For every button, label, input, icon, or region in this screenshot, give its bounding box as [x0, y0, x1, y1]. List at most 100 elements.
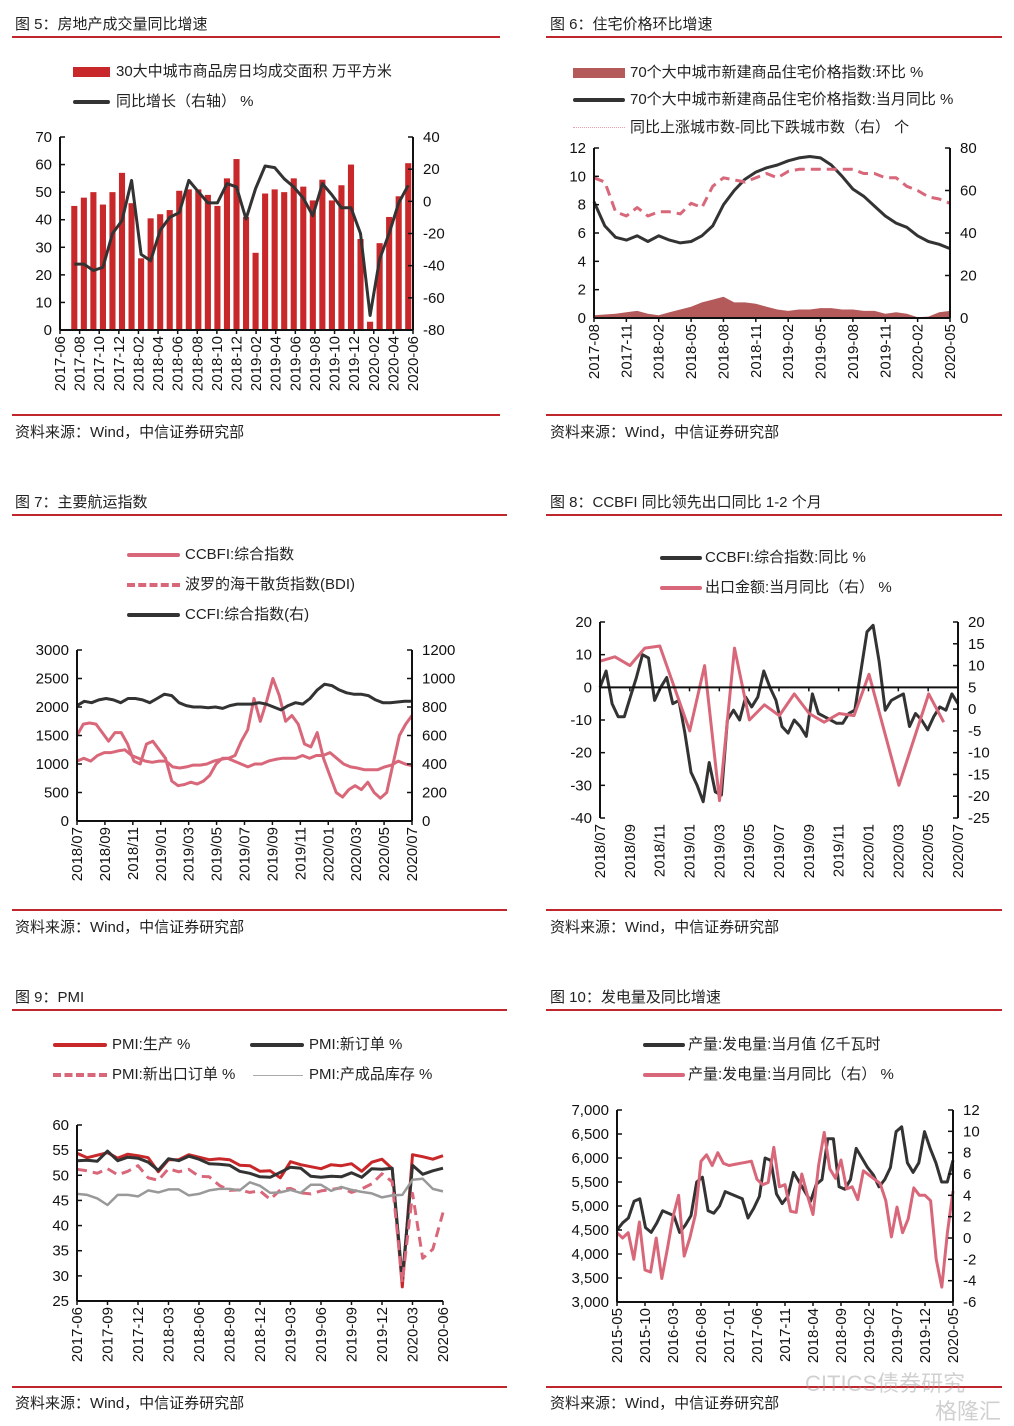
- figure-5-title: 图 5：房地产成交量同比增速: [15, 16, 208, 33]
- bar: [271, 189, 278, 330]
- x-tick-label: 2020-05: [945, 1308, 962, 1363]
- y-tick-label-left: 60: [52, 1117, 69, 1134]
- x-tick-label: 2019/03: [711, 824, 728, 878]
- figure-8-title: 图 8：CCBFI 同比领先出口同比 1-2 个月: [550, 494, 822, 511]
- x-tick-label: 2016-03: [665, 1308, 682, 1363]
- x-tick-label: 2017-08: [586, 324, 603, 379]
- x-tick-label: 2018-06: [170, 336, 187, 391]
- legend-label: 70个大中城市新建商品住宅价格指数:当月同比 %: [630, 91, 954, 108]
- y-tick-label-right: -60: [423, 290, 445, 307]
- watermark-gelonghui: 格隆汇: [935, 1399, 1002, 1424]
- title-rule: [12, 514, 507, 516]
- y-tick-label-left: 4,000: [571, 1246, 609, 1263]
- x-tick-label: 2020/01: [861, 824, 878, 878]
- y-tick-label-right: 400: [422, 756, 447, 773]
- chart-10: 3,000 3,500 4,000 4,500 5,000 5,500 6,000 6,500…: [571, 1102, 979, 1363]
- x-tick-label: 2019-12: [374, 1307, 391, 1362]
- x-tick-label: 2018-12: [229, 336, 246, 391]
- x-tick-label: 2018-09: [833, 1308, 850, 1363]
- y-tick-label-left: 55: [52, 1142, 69, 1159]
- y-tick-label-right: 2: [963, 1209, 971, 1226]
- x-tick-label: 2019-06: [313, 1307, 330, 1362]
- y-tick-label-left: 6,000: [571, 1150, 609, 1167]
- legend-label: 同比上涨城市数-同比下跌城市数（右） 个: [630, 119, 910, 136]
- y-tick-label-right: -5: [968, 723, 981, 740]
- y-tick-label-left: 3,500: [571, 1270, 609, 1287]
- chart-6: 0 2 4 6 8 10 12 0 20 40 60 80 2017-08 2017-11 2018-02 2…: [569, 140, 976, 379]
- y-tick-label-right: -4: [963, 1273, 976, 1290]
- y-tick-label-left: 70: [35, 129, 52, 146]
- legend-swatch-line: [573, 98, 625, 102]
- x-tick-label: 2017-06: [749, 1308, 766, 1363]
- x-tick-label: 2020-04: [385, 336, 402, 391]
- series-line-1: [615, 1130, 955, 1289]
- figure-7-source: 资料来源：Wind，中信证券研究部: [15, 919, 245, 936]
- bar: [395, 196, 402, 330]
- y-tick-label-right: -25: [968, 810, 990, 827]
- y-tick-label-right: 20: [960, 268, 977, 285]
- y-tick-label-left: 0: [584, 679, 592, 696]
- x-tick-label: 2020/01: [320, 827, 337, 881]
- y-tick-label-right: -20: [968, 788, 990, 805]
- x-tick-label: 2020/05: [376, 827, 393, 881]
- bar: [233, 159, 240, 330]
- bar: [138, 258, 145, 330]
- x-tick-label: 2018-08: [715, 324, 732, 379]
- bar: [185, 189, 192, 330]
- x-tick-label: 2020/07: [404, 827, 421, 881]
- x-tick-label: 2020-05: [942, 324, 959, 379]
- y-tick-label-right: -15: [968, 766, 990, 783]
- x-tick-label: 2018/11: [652, 824, 669, 877]
- y-tick-label-right: 0: [968, 701, 976, 718]
- y-tick-label-right: -40: [423, 258, 445, 275]
- y-tick-label-left: 6,500: [571, 1126, 609, 1143]
- x-tick-label: 2017-12: [130, 1307, 147, 1362]
- bar: [300, 186, 307, 330]
- legend-label: CCBFI:综合指数:同比 %: [705, 549, 866, 566]
- y-tick-label-left: 7,000: [571, 1102, 609, 1119]
- source-rule: [12, 1386, 507, 1388]
- y-tick-label-right: 4: [963, 1187, 971, 1204]
- y-tick-label-left: 40: [52, 1218, 69, 1235]
- bar: [71, 205, 78, 330]
- series-line-1: [592, 155, 951, 250]
- x-tick-label: 2018-05: [683, 324, 700, 379]
- x-tick-label: 2020-02: [910, 324, 927, 379]
- x-tick-label: 2018-11: [748, 324, 765, 378]
- legend-label: PMI:产成品库存 %: [309, 1066, 433, 1083]
- x-tick-label: 2019-07: [889, 1308, 906, 1363]
- x-tick-label: 2017-01: [721, 1308, 738, 1363]
- y-tick-label-left: 1500: [36, 728, 69, 745]
- x-tick-label: 2018/09: [622, 824, 639, 878]
- y-tick-label-left: -10: [570, 712, 592, 729]
- x-tick-label: 2019/07: [771, 824, 788, 878]
- y-tick-label-right: 0: [963, 1230, 971, 1247]
- y-tick-label-left: 5,000: [571, 1198, 609, 1215]
- x-tick-label: 2018-04: [805, 1308, 822, 1363]
- y-tick-label-left: 60: [35, 157, 52, 174]
- bar: [128, 203, 135, 330]
- y-tick-label-right: -20: [423, 226, 445, 243]
- x-tick-label: 2019/01: [153, 827, 170, 881]
- x-tick-label: 2018/09: [97, 827, 114, 881]
- title-rule: [546, 1009, 1002, 1011]
- bar: [347, 164, 355, 330]
- chart-7: 0 500 1000 1500 2000 2500 3000 0 200 400 600 800 100…: [36, 642, 456, 881]
- x-tick-label: 2020/07: [950, 824, 967, 878]
- y-tick-label-left: 25: [52, 1293, 69, 1310]
- bar: [367, 321, 374, 330]
- x-tick-label: 2017-11: [777, 1308, 794, 1362]
- x-tick-label: 2019-04: [268, 336, 285, 391]
- x-tick-label: 2019-02: [248, 336, 265, 391]
- bar: [118, 172, 126, 330]
- y-tick-label-left: 30: [35, 239, 52, 256]
- y-tick-label-right: 10: [963, 1123, 980, 1140]
- y-tick-label-left: 10: [35, 294, 52, 311]
- legend-label: 70个大中城市新建商品住宅价格指数:环比 %: [630, 64, 924, 81]
- y-tick-label-right: 5: [968, 679, 976, 696]
- y-tick-label-left: 2000: [36, 699, 69, 716]
- bar: [309, 200, 316, 330]
- legend-label: PMI:新订单 %: [309, 1036, 403, 1053]
- series-line-0: [615, 1125, 955, 1234]
